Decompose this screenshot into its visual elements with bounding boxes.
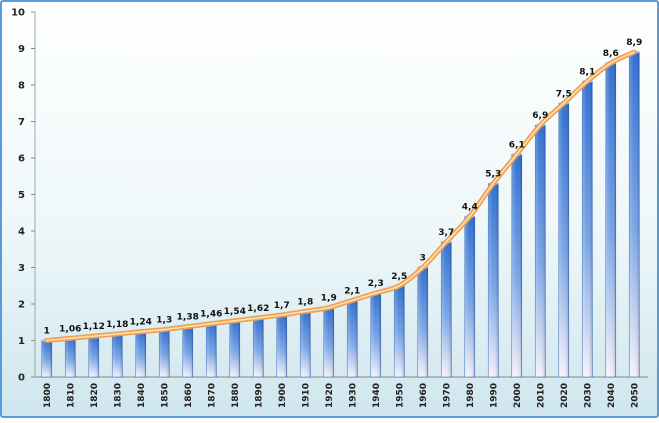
x-tick-label-1960: 1960: [419, 383, 429, 408]
x-tick-label-2050: 2050: [630, 383, 640, 408]
y-tick-label-9: 9: [18, 44, 25, 55]
data-label-1970: 3,7: [438, 228, 454, 238]
x-tick-label-1850: 1850: [160, 383, 170, 408]
data-label-1920: 1,9: [321, 294, 337, 304]
bar-shade-1990: [488, 183, 499, 377]
data-label-1910: 1,8: [297, 297, 313, 307]
data-label-2010: 6,9: [532, 111, 548, 121]
data-label-1950: 2,5: [391, 272, 407, 282]
x-tick-label-1990: 1990: [489, 383, 499, 408]
bar-shade-1950: [394, 285, 405, 377]
data-label-1890: 1,62: [247, 304, 269, 314]
bar-shade-1970: [441, 241, 452, 377]
data-label-1820: 1,12: [83, 322, 105, 332]
x-tick-label-1900: 1900: [278, 383, 288, 408]
x-tick-label-1810: 1810: [66, 383, 76, 408]
bar-shade-2010: [535, 125, 546, 378]
bar-shade-1820: [88, 336, 99, 377]
y-tick-label-3: 3: [18, 263, 25, 274]
x-tick-label-2010: 2010: [536, 383, 546, 408]
x-tick-label-1820: 1820: [90, 383, 100, 408]
x-tick-label-1980: 1980: [466, 383, 476, 408]
bar-shade-2040: [605, 63, 616, 377]
x-tick-label-1830: 1830: [113, 383, 123, 408]
data-label-1830: 1,18: [106, 320, 128, 330]
y-tick-label-6: 6: [18, 154, 25, 165]
x-tick-label-1970: 1970: [442, 383, 452, 408]
bar-shade-1910: [300, 311, 311, 377]
x-tick-label-1890: 1890: [254, 383, 264, 408]
y-tick-label-2: 2: [18, 300, 25, 311]
bar-shade-1930: [347, 300, 358, 377]
y-tick-label-1: 1: [18, 336, 25, 347]
bar-shade-2020: [558, 103, 569, 377]
bar-shade-1870: [206, 323, 217, 377]
y-tick-label-0: 0: [18, 373, 25, 384]
y-tick-label-8: 8: [18, 81, 25, 92]
bar-shade-1880: [229, 320, 240, 377]
bar-shade-1860: [182, 326, 193, 377]
trend-line-inner: [45, 51, 636, 342]
x-tick-label-1930: 1930: [348, 383, 358, 408]
bar-shade-1890: [253, 317, 264, 377]
x-tick-label-2030: 2030: [583, 383, 593, 408]
bar-shade-1900: [276, 314, 287, 377]
x-tick-label-1860: 1860: [184, 383, 194, 408]
x-tick-label-1920: 1920: [325, 383, 335, 408]
y-tick-label-7: 7: [18, 117, 25, 128]
x-tick-label-1840: 1840: [137, 383, 147, 408]
bar-shade-1940: [370, 293, 381, 377]
data-label-1980: 4,4: [462, 202, 478, 212]
data-label-1880: 1,54: [224, 307, 246, 317]
bar-shade-1850: [159, 329, 170, 377]
data-label-1900: 1,7: [274, 301, 290, 311]
x-tick-label-2000: 2000: [513, 383, 523, 408]
x-tick-label-1870: 1870: [207, 383, 217, 408]
x-tick-label-2020: 2020: [560, 383, 570, 408]
data-label-1850: 1,3: [156, 316, 172, 326]
data-label-2000: 6,1: [509, 140, 525, 150]
bar-shade-1920: [323, 307, 334, 377]
bar-shade-1830: [112, 333, 123, 377]
data-label-1840: 1,24: [130, 318, 152, 328]
bar-shade-1810: [65, 338, 76, 377]
y-tick-label-4: 4: [18, 227, 25, 238]
y-tick-label-5: 5: [18, 190, 25, 201]
data-label-1930: 2,1: [344, 286, 360, 296]
x-tick-label-1910: 1910: [301, 383, 311, 408]
x-tick-label-1940: 1940: [372, 383, 382, 408]
bar-shade-2030: [582, 81, 593, 377]
data-label-1990: 5,3: [485, 170, 501, 180]
bar-shade-1800: [41, 340, 52, 377]
data-label-1960: 3: [420, 254, 426, 264]
x-tick-label-1800: 1800: [43, 383, 53, 408]
data-label-2020: 7,5: [556, 89, 572, 99]
bar-shade-1960: [417, 267, 428, 377]
bar-shade-1840: [135, 331, 146, 377]
data-label-1860: 1,38: [177, 313, 199, 323]
data-label-2030: 8,1: [579, 67, 595, 77]
data-label-1870: 1,46: [200, 310, 222, 320]
data-label-1810: 1,06: [59, 324, 81, 334]
data-label-1800: 1: [44, 327, 50, 337]
bar-shade-2000: [511, 154, 522, 377]
y-tick-label-10: 10: [11, 8, 25, 19]
bar-shade-2050: [629, 52, 640, 378]
bar-shade-1980: [464, 216, 475, 377]
x-tick-label-1950: 1950: [395, 383, 405, 408]
data-label-2040: 8,6: [603, 49, 619, 59]
data-label-1940: 2,3: [368, 279, 384, 289]
x-tick-label-1880: 1880: [231, 383, 241, 408]
data-label-2050: 8,9: [626, 38, 642, 48]
x-tick-label-2040: 2040: [607, 383, 617, 408]
